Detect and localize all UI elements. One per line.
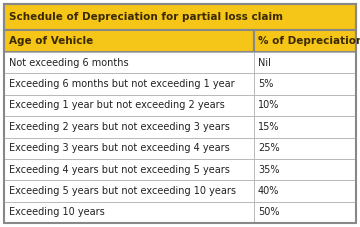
Bar (4, 116, 254, 138)
Bar (254, 180, 356, 202)
Text: Exceeding 4 years but not exceeding 5 years: Exceeding 4 years but not exceeding 5 ye… (9, 165, 230, 175)
Bar (4, 95, 254, 116)
Text: 15%: 15% (258, 122, 279, 132)
Text: 35%: 35% (258, 165, 279, 175)
Bar (254, 202, 356, 223)
Text: 5%: 5% (258, 79, 273, 89)
Bar (254, 30, 356, 52)
Bar (4, 52, 254, 73)
Bar (4, 138, 254, 159)
Bar (4, 180, 254, 202)
Text: Exceeding 10 years: Exceeding 10 years (9, 207, 105, 217)
Text: Exceeding 2 years but not exceeding 3 years: Exceeding 2 years but not exceeding 3 ye… (9, 122, 230, 132)
Bar (254, 116, 356, 138)
Text: 50%: 50% (258, 207, 279, 217)
Bar (4, 30, 254, 52)
Bar (254, 95, 356, 116)
Bar (254, 52, 356, 73)
Bar (4, 73, 254, 95)
Text: Not exceeding 6 months: Not exceeding 6 months (9, 58, 129, 68)
Text: Nil: Nil (258, 58, 271, 68)
Text: 25%: 25% (258, 143, 280, 153)
Text: % of Depreciation: % of Depreciation (258, 36, 360, 46)
Text: 10%: 10% (258, 100, 279, 111)
Bar (4, 159, 254, 180)
Text: Exceeding 5 years but not exceeding 10 years: Exceeding 5 years but not exceeding 10 y… (9, 186, 236, 196)
Text: Exceeding 6 months but not exceeding 1 year: Exceeding 6 months but not exceeding 1 y… (9, 79, 235, 89)
Bar (254, 73, 356, 95)
Bar (254, 159, 356, 180)
Bar (4, 202, 254, 223)
Text: Schedule of Depreciation for partial loss claim: Schedule of Depreciation for partial los… (9, 12, 283, 22)
Text: Exceeding 1 year but not exceeding 2 years: Exceeding 1 year but not exceeding 2 yea… (9, 100, 225, 111)
Bar (254, 138, 356, 159)
Text: 40%: 40% (258, 186, 279, 196)
Bar (4, 4, 356, 30)
Text: Exceeding 3 years but not exceeding 4 years: Exceeding 3 years but not exceeding 4 ye… (9, 143, 230, 153)
Text: Age of Vehicle: Age of Vehicle (9, 36, 93, 46)
